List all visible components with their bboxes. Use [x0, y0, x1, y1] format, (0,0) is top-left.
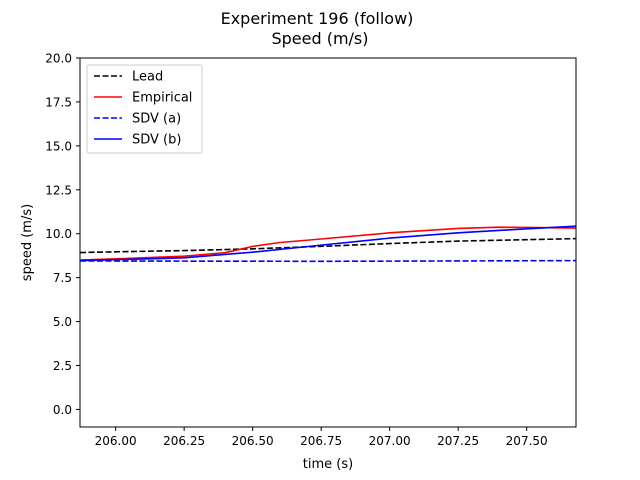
legend-box [86, 64, 203, 154]
x-axis: 206.00 206.25 206.50 206.75 207.00 207.25 207.… [95, 427, 548, 448]
series-line-sdv-a [79, 259, 577, 263]
y-tick-label: 12.5 [45, 183, 72, 197]
series-lines [79, 225, 577, 263]
series-line-empirical [79, 226, 577, 261]
legend-label: Empirical [132, 91, 192, 106]
y-tick-label: 10.0 [45, 227, 72, 241]
x-tick-label: 206.25 [163, 434, 205, 448]
y-tick-label: 0.0 [53, 403, 72, 417]
x-tick-label: 206.50 [232, 434, 274, 448]
chart-title: Experiment 196 (follow) [221, 9, 414, 28]
legend-label: SDV (a) [132, 112, 181, 127]
y-tick-label: 15.0 [45, 139, 72, 153]
legend-label: SDV (b) [132, 133, 181, 148]
y-tick-label: 17.5 [45, 95, 72, 109]
x-tick-label: 206.75 [300, 434, 342, 448]
y-tick-label: 2.5 [53, 359, 72, 373]
series-line-lead [79, 237, 577, 254]
chart-subtitle: Speed (m/s) [271, 29, 368, 48]
x-axis-label: time (s) [303, 457, 353, 472]
legend: Lead Empirical SDV (a) SDV (b) [86, 64, 203, 154]
x-tick-label: 207.25 [437, 434, 479, 448]
series-line-sdv-b [79, 225, 577, 262]
legend-label: Lead [132, 70, 163, 85]
y-tick-label: 5.0 [53, 315, 72, 329]
x-tick-label: 207.00 [369, 434, 411, 448]
plot-frame [79, 57, 577, 428]
y-tick-label: 7.5 [53, 271, 72, 285]
x-tick-label: 207.50 [506, 434, 548, 448]
y-axis: 0.0 2.5 5.0 7.5 10.0 12.5 15.0 17.5 20.0 [45, 52, 80, 417]
x-tick-label: 206.00 [95, 434, 137, 448]
y-axis-label: speed (m/s) [20, 204, 35, 281]
y-tick-label: 20.0 [45, 52, 72, 66]
